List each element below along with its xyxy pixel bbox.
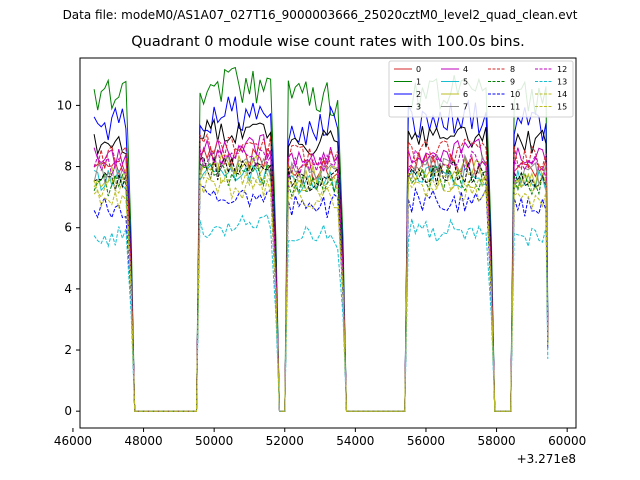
x-tick-label: 52000: [266, 434, 304, 448]
legend-label: 15: [557, 103, 567, 112]
legend-label: 8: [510, 65, 515, 74]
series-line-2: [93, 96, 549, 412]
x-tick-label: 46000: [54, 434, 92, 448]
series-line-11: [93, 156, 549, 412]
legend-label: 13: [557, 78, 567, 87]
series-line-12: [93, 144, 549, 412]
legend-label: 14: [557, 90, 567, 99]
series-line-3: [93, 117, 549, 412]
x-tick-label: 56000: [407, 434, 445, 448]
legend-label: 7: [463, 103, 468, 112]
series-line-13: [93, 213, 549, 412]
series-line-7: [93, 149, 549, 412]
x-tick-label: 58000: [477, 434, 515, 448]
legend-label: 0: [416, 65, 421, 74]
y-axis: 0 2 4 6 8 10: [57, 98, 80, 418]
y-tick-label: 8: [64, 160, 72, 174]
legend-label: 9: [510, 78, 515, 87]
y-tick-label: 2: [64, 343, 72, 357]
y-tick-label: 4: [64, 282, 72, 296]
legend-box: [388, 60, 574, 118]
x-axis-offset: +3.271e8: [516, 452, 576, 466]
x-tick-label: 54000: [336, 434, 374, 448]
axes-frame: [79, 57, 577, 429]
legend-label: 2: [416, 90, 421, 99]
y-tick-label: 6: [64, 221, 72, 235]
legend-label: 6: [463, 90, 468, 99]
x-axis: 46000 48000 50000 52000 54000 56000 58000 60000: [54, 428, 586, 448]
y-tick-label: 0: [64, 404, 72, 418]
x-tick-label: 60000: [548, 434, 586, 448]
figure-suptitle: Data file: modeM0/AS1A07_027T16_90000036…: [62, 8, 578, 22]
y-tick-label: 10: [57, 98, 72, 112]
series-line-14: [93, 174, 549, 412]
legend-label: 3: [416, 103, 421, 112]
series-line-5: [93, 163, 549, 412]
legend-label: 4: [463, 65, 468, 74]
plot-lines: [93, 66, 549, 412]
chart-title: Quadrant 0 module wise count rates with …: [131, 34, 525, 50]
legend-label: 5: [463, 78, 468, 87]
x-tick-label: 48000: [124, 434, 162, 448]
series-line-0: [93, 145, 549, 412]
series-line-10: [93, 185, 549, 412]
legend-label: 12: [557, 65, 567, 74]
legend-label: 10: [510, 90, 520, 99]
x-tick-label: 50000: [195, 434, 233, 448]
legend-label: 11: [510, 103, 520, 112]
series-line-8: [94, 133, 549, 412]
series-line-15: [93, 161, 549, 412]
legend-label: 1: [416, 78, 421, 87]
